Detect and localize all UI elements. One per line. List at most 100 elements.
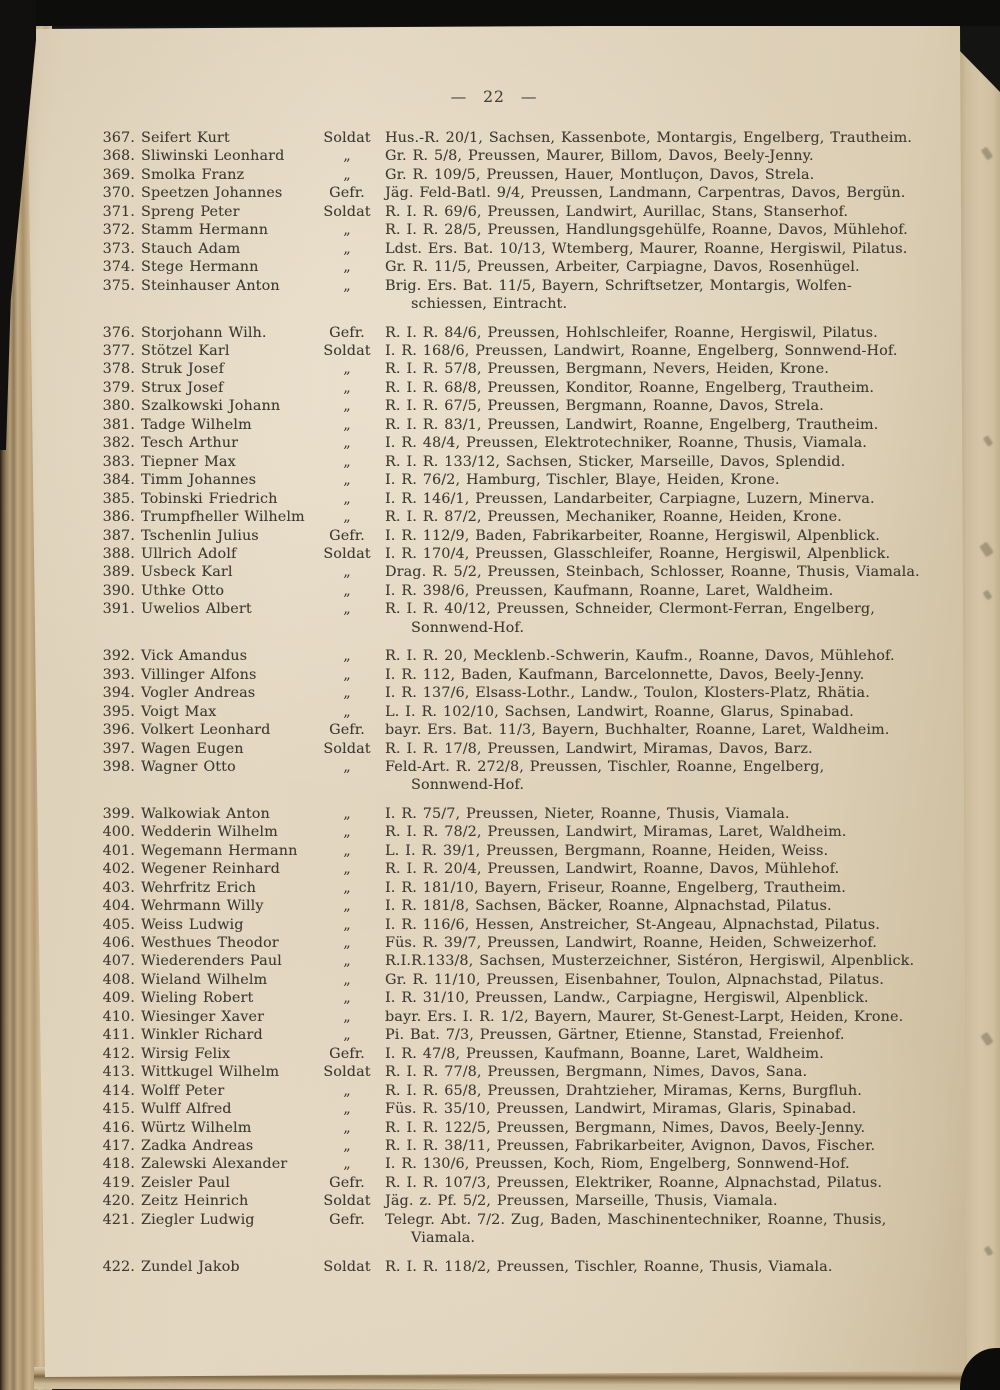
entry-number: 376.	[102, 324, 135, 341]
entry-details: Ldst. Ers. Bat. 10/13, Wtemberg, Maurer,…	[385, 240, 908, 257]
entry-name: Spreng Peter	[141, 203, 240, 220]
entry-rank: „	[343, 824, 351, 841]
entry-rank: Soldat	[323, 740, 371, 757]
entry-details: I. R. 181/8, Sachsen, Bäcker, Roanne, Al…	[385, 898, 832, 915]
entry-details: R. I. R. 133/12, Sachsen, Sticker, Marse…	[385, 453, 846, 470]
entry-number: 406.	[102, 935, 135, 952]
entry-details: R. I. R. 65/8, Preussen, Drahtzieher, Mi…	[385, 1082, 862, 1099]
entry-number: 418.	[102, 1156, 135, 1173]
entry-details: Brig. Ers. Bat. 11/5, Bayern, Schriftset…	[385, 277, 852, 313]
entry-number: 374.	[102, 259, 135, 276]
entry-number: 410.	[102, 1008, 135, 1025]
entry-details: I. R. 168/6, Preussen, Landwirt, Roanne,…	[385, 342, 898, 359]
list-row: 390. Uthke Otto „ I. R. 398/6, Preussen, Ka…	[97, 582, 922, 600]
list-row: 379. Strux Josef „ R. I. R. 68/8, Preussen,…	[97, 379, 922, 397]
entry-rank: „	[343, 582, 351, 599]
entry-number: 396.	[102, 722, 135, 739]
entry-name: Wiederenders Paul	[141, 953, 282, 970]
entry-list: 367. Seifert Kurt Soldat Hus.-R. 20/1, Sach…	[97, 129, 922, 1276]
entry-rank: „	[343, 898, 351, 915]
entry-name: Würtz Wilhelm	[141, 1119, 252, 1136]
entry-details: I. R. 75/7, Preussen, Nieter, Roanne, Th…	[385, 805, 790, 822]
entry-name: Vogler Andreas	[141, 685, 256, 702]
list-row: 392. Vick Amandus „ R. I. R. 20, Mecklenb.-…	[97, 647, 922, 665]
entry-number: 371.	[102, 203, 135, 220]
list-row: 403. Wehrfritz Erich „ I. R. 181/10, Bayern…	[97, 879, 922, 897]
entry-rank: „	[343, 666, 351, 683]
entry-number: 370.	[102, 185, 135, 202]
entry-name: Usbeck Karl	[141, 564, 233, 581]
entry-details: R. I. R. 122/5, Preussen, Bergmann, Nime…	[385, 1119, 866, 1136]
entry-rank: „	[343, 685, 351, 702]
entry-details: R. I. R. 77/8, Preussen, Bergmann, Nimes…	[385, 1064, 808, 1081]
entry-details: L. I. R. 102/10, Sachsen, Landwirt, Roan…	[385, 703, 854, 720]
list-row: 418. Zalewski Alexander „ I. R. 130/6, Preu…	[97, 1155, 922, 1173]
entry-rank: „	[343, 277, 351, 294]
entry-rank: „	[343, 259, 351, 276]
entry-name: Seifert Kurt	[141, 130, 230, 146]
list-row: 368. Sliwinski Leonhard „ Gr. R. 5/8, Preus…	[97, 147, 922, 165]
list-row: 391. Uwelios Albert „ R. I. R. 40/12, Preus…	[97, 600, 922, 637]
entry-number: 386.	[102, 509, 135, 526]
list-row: 388. Ullrich Adolf Soldat I. R. 170/4, Preu…	[97, 545, 922, 563]
list-row: 401. Wegemann Hermann „ L. I. R. 39/1, Preu…	[97, 842, 922, 860]
entry-name: Zeitz Heinrich	[141, 1193, 249, 1210]
entry-name: Volkert Leonhard	[141, 722, 271, 739]
list-row: 394. Vogler Andreas „ I. R. 137/6, Elsass-L…	[97, 684, 922, 702]
entry-details: R. I. R. 20, Mecklenb.-Schwerin, Kaufm.,…	[385, 648, 895, 665]
entry-details: bayr. Ers. I. R. 1/2, Bayern, Maurer, St…	[385, 1008, 904, 1025]
entry-name: Winkler Richard	[141, 1027, 263, 1044]
list-row: 420. Zeitz Heinrich Soldat Jäg. z. Pf. 5/2,…	[97, 1192, 922, 1210]
entry-number: 369.	[102, 166, 135, 183]
list-row: 386. Trumpfheller Wilhelm „ R. I. R. 87/2, …	[97, 508, 922, 526]
entry-number: 409.	[102, 990, 135, 1007]
entry-number: 402.	[102, 861, 135, 878]
entry-details: Jäg. z. Pf. 5/2, Preussen, Marseille, Th…	[385, 1193, 778, 1210]
entry-rank: Soldat	[323, 1193, 371, 1210]
entry-number: 382.	[102, 435, 135, 452]
entry-rank: „	[343, 222, 351, 239]
list-row: 387. Tschenlin Julius Gefr. I. R. 112/9, Ba…	[97, 527, 922, 545]
entry-number: 417.	[102, 1138, 135, 1155]
entry-rank: „	[343, 472, 351, 489]
list-row: 404. Wehrmann Willy „ I. R. 181/8, Sachsen,…	[97, 897, 922, 915]
entry-name: Strux Josef	[141, 379, 224, 396]
list-row: 397. Wagen Eugen Soldat R. I. R. 17/8, Preu…	[97, 740, 922, 758]
list-row: 409. Wieling Robert „ I. R. 31/10, Preussen…	[97, 989, 922, 1007]
entry-rank: „	[343, 509, 351, 526]
header-right-dash: —	[520, 88, 538, 106]
entry-name: Wehrmann Willy	[141, 898, 264, 915]
entry-details: R. I. R. 67/5, Preussen, Bergmann, Roann…	[385, 398, 824, 415]
entry-name: Westhues Theodor	[141, 935, 279, 952]
entry-rank: „	[343, 703, 351, 720]
list-row: 402. Wegener Reinhard „ R. I. R. 20/4, Preu…	[97, 860, 922, 878]
entry-name: Zeisler Paul	[141, 1174, 230, 1191]
entry-details: Gr. R. 5/8, Preussen, Maurer, Billom, Da…	[385, 148, 814, 165]
list-row: 371. Spreng Peter Soldat R. I. R. 69/6, Pre…	[97, 203, 922, 221]
entry-number: 422.	[102, 1258, 135, 1275]
list-row: 400. Wedderin Wilhelm „ R. I. R. 78/2, Preu…	[97, 823, 922, 841]
entry-details: R. I. R. 107/3, Preussen, Elektriker, Ro…	[385, 1174, 883, 1191]
list-row: 417. Zadka Andreas „ R. I. R. 38/11, Preuss…	[97, 1137, 922, 1155]
list-row: 408. Wieland Wilhelm „ Gr. R. 11/10, Preuss…	[97, 971, 922, 989]
entry-name: Szalkowski Johann	[141, 398, 281, 415]
entry-rank: „	[343, 564, 351, 581]
entry-name: Wagner Otto	[141, 758, 236, 775]
list-row: 369. Smolka Franz „ Gr. R. 109/5, Preussen,…	[97, 166, 922, 184]
entry-number: 373.	[102, 240, 135, 257]
entry-name: Speetzen Johannes	[141, 185, 283, 202]
entry-number: 398.	[102, 758, 135, 775]
entry-name: Wedderin Wilhelm	[141, 824, 278, 841]
entry-number: 403.	[102, 879, 135, 896]
entry-name: Tesch Arthur	[141, 435, 239, 452]
entry-number: 391.	[102, 601, 135, 618]
entry-details: I. R. 146/1, Preussen, Landarbeiter, Car…	[385, 490, 875, 507]
entry-rank: „	[343, 916, 351, 933]
entry-number: 397.	[102, 740, 135, 757]
entry-rank: Soldat	[323, 545, 371, 562]
entry-name: Stötzel Karl	[141, 342, 230, 359]
entry-details: Feld-Art. R. 272/8, Preussen, Tischler, …	[385, 758, 825, 794]
entry-number: 392.	[102, 648, 135, 665]
